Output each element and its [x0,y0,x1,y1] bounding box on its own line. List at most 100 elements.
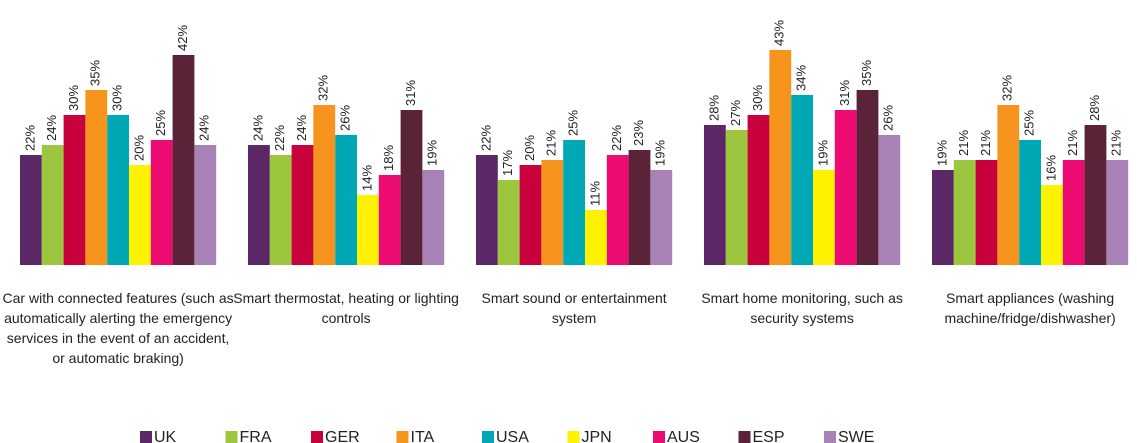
value-label: 21% [978,130,993,156]
value-label: 22% [22,125,37,151]
legend-label: ITA [411,429,435,443]
value-label: 21% [956,130,971,156]
bar [585,210,607,265]
value-label: 24% [294,115,309,141]
category-label: Smart appliances (washing machine/fridge… [944,290,1116,326]
value-label: 16% [1043,155,1058,181]
bar [628,150,651,265]
value-label: 30% [66,85,81,111]
bar [747,115,770,265]
bar [1084,125,1107,265]
value-label: 21% [544,130,559,156]
bar [813,170,835,265]
bar [997,105,1020,265]
value-label: 27% [728,100,743,126]
value-label: 28% [1087,95,1102,121]
legend-label: SWE [838,429,874,443]
value-label: 19% [653,140,668,166]
legend-swatch [396,431,409,443]
bar [975,160,998,265]
bar [1019,140,1041,265]
value-label: 30% [110,85,125,111]
legend-label: FRA [240,429,272,443]
value-label: 20% [131,135,146,161]
bar [1106,160,1129,265]
bar [41,145,64,265]
value-label: 17% [500,150,515,176]
legend-swatch [567,431,580,443]
legend-label: AUS [667,429,700,443]
bar [20,155,42,265]
value-label: 42% [175,25,190,51]
value-label: 25% [153,110,168,136]
value-label: 24% [250,115,265,141]
legend-swatch [140,431,152,443]
bar [769,50,792,265]
value-label: 25% [1022,110,1037,136]
bar [563,140,585,265]
bar [1041,185,1063,265]
value-label: 26% [338,105,353,131]
bar [834,110,857,265]
value-label: 21% [1109,130,1124,156]
value-label: 30% [750,85,765,111]
bar [878,135,901,265]
bar [725,130,748,265]
bar [150,140,173,265]
value-label: 18% [381,145,396,171]
value-label: 32% [1000,75,1015,101]
bar [856,90,879,265]
legend-label: GER [325,429,360,443]
value-label: 22% [272,125,287,151]
bar [335,135,357,265]
legend-swatch [311,431,323,443]
bar [791,95,813,265]
legend-swatch [653,431,665,443]
bar [194,145,217,265]
value-label: 22% [478,125,493,151]
legend-swatch [225,431,238,443]
category-label: Smart thermostat, heating or lighting co… [233,290,459,326]
bar [422,170,445,265]
bar [606,155,629,265]
value-label: 31% [837,80,852,106]
value-label: 24% [44,115,59,141]
value-label: 22% [609,125,624,151]
legend-swatch [738,431,751,443]
value-label: 19% [425,140,440,166]
value-label: 25% [566,110,581,136]
value-label: 19% [934,140,949,166]
bar [85,90,108,265]
legend-swatch [824,431,836,443]
bar [63,115,86,265]
bar [172,55,195,265]
value-label: 24% [197,115,212,141]
bar [291,145,314,265]
value-label: 35% [859,60,874,86]
value-label: 28% [706,95,721,121]
value-label: 34% [794,65,809,91]
bar [248,145,270,265]
bar [476,155,498,265]
value-label: 35% [88,60,103,86]
bar [541,160,564,265]
legend-label: ESP [753,429,785,443]
bar [497,180,520,265]
bar [129,165,151,265]
value-label: 32% [316,75,331,101]
value-label: 23% [631,120,646,146]
bar [519,165,542,265]
bar [1062,160,1085,265]
value-label: 43% [772,20,787,46]
category-label: Smart sound or entertainment system [481,290,667,326]
bar [953,160,976,265]
value-label: 14% [359,165,374,191]
bar [932,170,954,265]
value-label: 11% [587,181,602,206]
bar [704,125,726,265]
value-label: 26% [881,105,896,131]
value-label: 21% [1065,130,1080,156]
legend-label: UK [154,429,177,443]
